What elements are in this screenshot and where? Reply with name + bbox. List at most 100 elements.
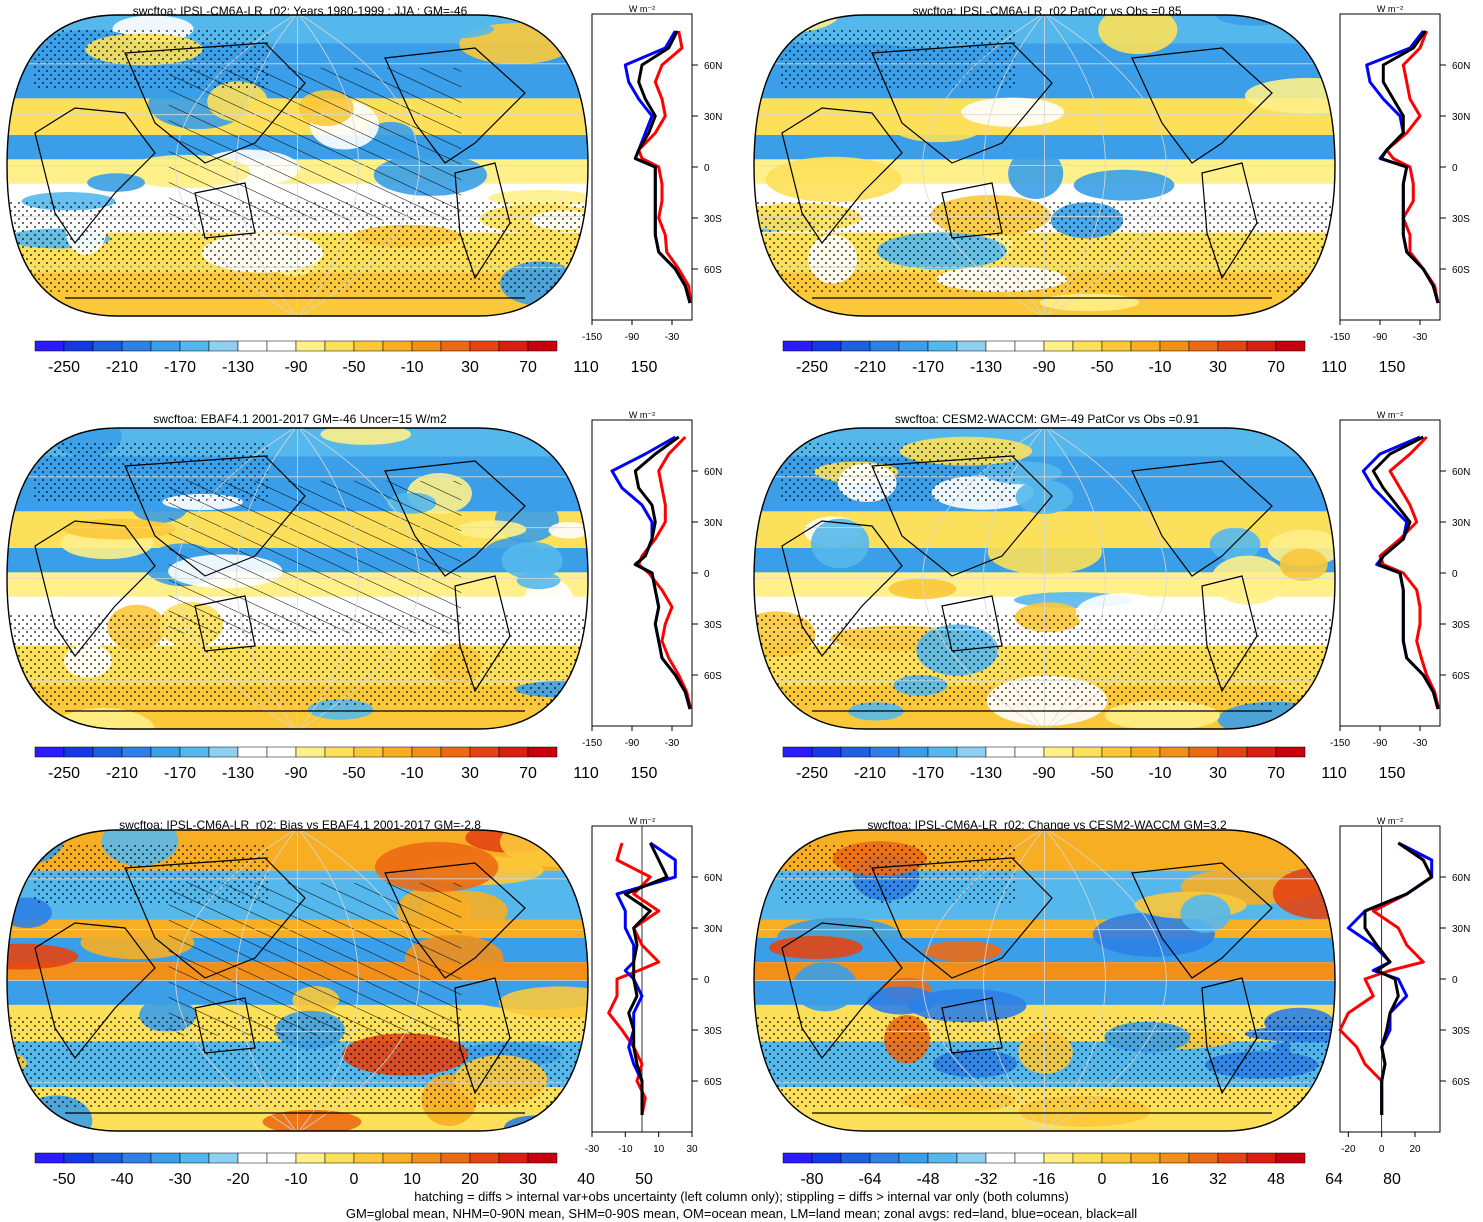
colorbar-tick-label: -50: [342, 765, 365, 782]
colorbar-swatch: [469, 746, 500, 758]
colorbar-tick-label: -130: [222, 359, 254, 376]
colorbar-swatch: [1217, 340, 1248, 352]
graticule-line: [922, 830, 1045, 1131]
zonal-mean-plot: 60N 30N 0 30S 60S -150 -90 -30 W m⁻²: [582, 4, 722, 343]
coastline: [34, 520, 156, 658]
colorbar-tick-label: 150: [631, 359, 658, 376]
graticule-line: [1044, 15, 1106, 316]
colorbar-swatch: [411, 746, 442, 758]
colorbar-swatch: [1159, 746, 1190, 758]
coastline: [124, 42, 306, 164]
field-blob: [907, 988, 1027, 1023]
coastline: [194, 182, 256, 239]
zonal-mean-plot: 60N 30N 0 30S 60S -20 0 20 W m⁻²: [1338, 816, 1470, 1155]
colorbar-swatch: [811, 746, 842, 758]
colorbar-tick-label: -90: [1032, 765, 1055, 782]
zonal-unit-label: W m⁻²: [629, 816, 655, 826]
colorbar-swatch: [63, 340, 94, 352]
field-blob: [80, 926, 195, 960]
footnote-line2: GM=global mean, NHM=0-90N mean, SHM=0-90…: [345, 1206, 1138, 1221]
field-blob: [1098, 15, 1178, 55]
zonal-all-line: [633, 30, 692, 304]
graticule-line: [175, 428, 298, 729]
x-tick-label: 10: [653, 1144, 665, 1155]
coastline: [34, 107, 156, 245]
colorbar: -250 -210 -170 -130 -90 -50 -10 30 70 110 150: [34, 340, 657, 376]
lat-tick-label: 30S: [704, 1026, 722, 1037]
field-blob: [1180, 894, 1231, 933]
colorbar-swatch: [440, 746, 471, 758]
colorbar: -50 -40 -30 -20 -10 0 10 20 30 40 50: [34, 1152, 653, 1188]
map-title: swcftoa: CESM2-WACCM: GM=-49 PatCor vs O…: [894, 412, 1200, 426]
graticule-line: [983, 428, 1045, 729]
graticule-line: [1044, 830, 1106, 1131]
zonal-land-line: [1338, 841, 1434, 1115]
map-title: swcftoa: EBAF4.1 2001-2017 GM=-46 Uncer=…: [153, 412, 447, 426]
coastline: [194, 997, 256, 1054]
colorbar-swatch: [1188, 746, 1219, 758]
colorbar-swatch: [63, 746, 94, 758]
colorbar-swatch: [1014, 746, 1045, 758]
colorbar-tick-label: -30: [168, 1171, 191, 1188]
colorbar-tick-label: 150: [631, 765, 658, 782]
colorbar-swatch: [840, 340, 871, 352]
colorbar-swatch: [1130, 746, 1161, 758]
coastline: [454, 977, 511, 1095]
colorbar-swatch: [179, 340, 210, 352]
graticule-line: [297, 830, 420, 1131]
lat-tick-label: 30N: [704, 518, 722, 529]
footnote-line1: hatching = diffs > internal var+obs unce…: [414, 1189, 1069, 1204]
colorbar-swatch: [498, 1152, 529, 1164]
coastline: [781, 922, 903, 1060]
colorbar-tick-label: -16: [1032, 1171, 1055, 1188]
field-blob: [51, 708, 155, 729]
colorbar-swatch: [782, 746, 813, 758]
coastline: [1201, 977, 1258, 1095]
field-blob: [501, 541, 563, 580]
colorbar-swatch: [869, 340, 900, 352]
lat-tick-label: 0: [704, 163, 710, 174]
coastline: [1131, 460, 1273, 577]
colorbar-swatch: [353, 340, 384, 352]
hatching: [168, 882, 462, 1036]
zonal-ocean-line: [615, 841, 677, 1115]
field-blob: [888, 578, 957, 600]
colorbar-swatch: [898, 340, 929, 352]
field-blob: [548, 522, 588, 539]
graticule-line: [236, 428, 298, 729]
coastline: [194, 595, 256, 652]
coastline: [384, 460, 526, 577]
colorbar-swatch: [1275, 1152, 1306, 1164]
coastline: [941, 595, 1003, 652]
colorbar-tick-label: 70: [519, 359, 537, 376]
colorbar-tick-label: -10: [400, 765, 423, 782]
colorbar-swatch: [498, 340, 529, 352]
x-tick-label: -90: [625, 332, 640, 343]
graticule-line: [175, 15, 298, 316]
field-blob: [262, 1109, 362, 1131]
zonal-land-line: [1378, 435, 1441, 710]
colorbar-swatch: [1246, 1152, 1277, 1164]
field-blob: [1209, 527, 1261, 561]
colorbar-tick-label: -64: [858, 1171, 881, 1188]
coastline: [384, 862, 526, 979]
stippling: [781, 28, 1016, 90]
colorbar-swatch: [353, 1152, 384, 1164]
coastline: [454, 575, 511, 693]
colorbar-swatch: [440, 340, 471, 352]
colorbar-swatch: [985, 340, 1016, 352]
field-blob: [63, 518, 176, 540]
hatching: [168, 480, 462, 634]
colorbar-tick-label: -210: [854, 359, 886, 376]
colorbar-swatch: [782, 1152, 813, 1164]
colorbar-tick-label: 30: [461, 359, 479, 376]
coastline: [124, 857, 306, 979]
colorbar-tick-label: -10: [1148, 765, 1171, 782]
zonal-mean-plot: 60N 30N 0 30S 60S -150 -90 -30 W m⁻²: [1330, 410, 1470, 749]
map-border: [753, 427, 1336, 730]
colorbar-swatch: [237, 746, 268, 758]
colorbar-tick-label: -250: [796, 765, 828, 782]
colorbar: -250 -210 -170 -130 -90 -50 -10 30 70 110 150: [34, 746, 657, 782]
colorbar: -250 -210 -170 -130 -90 -50 -10 30 70 110 150: [782, 746, 1405, 782]
colorbar-tick-label: 50: [635, 1171, 653, 1188]
